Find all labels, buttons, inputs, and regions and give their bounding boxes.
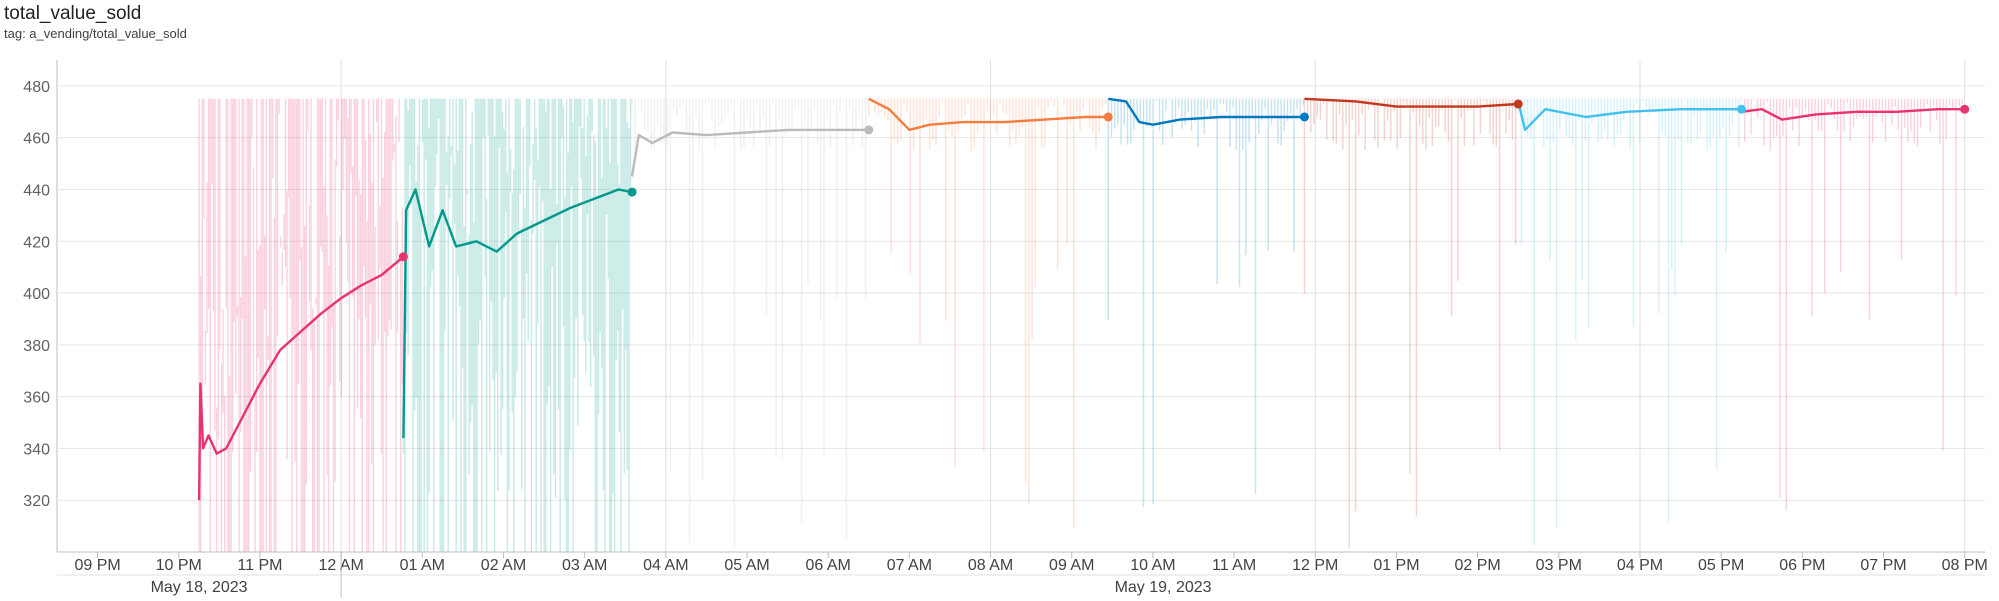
x-tick-label: 11 PM — [237, 557, 282, 574]
series-line-3 — [630, 128, 869, 177]
chart-title: total_value_sold — [4, 3, 142, 24]
x-tick-label: 03 AM — [562, 557, 607, 574]
date-label: May 18, 2023 — [151, 579, 248, 596]
x-tick-label: 02 AM — [481, 557, 526, 574]
x-tick-label: 11 AM — [1212, 557, 1256, 574]
smoothed-series-layer — [197, 97, 1965, 501]
x-tick-label: 12 PM — [1292, 557, 1338, 574]
x-tick-label: 06 PM — [1779, 557, 1825, 574]
x-tick-label: 02 PM — [1455, 557, 1501, 574]
y-tick-label: 480 — [23, 79, 50, 96]
y-tick-label: 340 — [23, 441, 50, 458]
chart-tag: tag: a_vending/total_value_sold — [4, 26, 187, 41]
raw-series-2 — [402, 98, 632, 552]
y-tick-label: 440 — [23, 182, 50, 199]
series-line-1 — [197, 255, 405, 501]
series-line-2 — [402, 188, 633, 439]
x-tick-label: 03 PM — [1536, 557, 1582, 574]
raw-series-8 — [1740, 98, 1963, 511]
y-tick-label: 320 — [23, 493, 50, 510]
raw-series-6 — [1303, 98, 1517, 548]
series-end-dot-6 — [1513, 99, 1523, 109]
raw-series-7 — [1517, 98, 1740, 546]
series-end-dot-7 — [1736, 104, 1746, 114]
date-label: May 19, 2023 — [1115, 579, 1212, 596]
grid — [56, 60, 1985, 552]
series-end-dot-4 — [1103, 112, 1113, 122]
axes: 320 340 360 380 400 420 440 460 480 09 PM 10 PM 11 … — [23, 79, 1988, 597]
series-line-5 — [1108, 97, 1305, 126]
x-tick-label: 07 PM — [1860, 557, 1906, 574]
y-tick-label: 360 — [23, 390, 50, 407]
chart-header: total_value_sold tag: a_vending/total_va… — [4, 2, 187, 42]
series-line-6 — [1304, 97, 1519, 108]
x-tick-label: 07 AM — [887, 557, 932, 574]
series-end-dot-2 — [627, 187, 637, 197]
x-tick-label: 08 AM — [968, 557, 1013, 574]
raw-series-3 — [631, 98, 867, 548]
raw-series-layer — [198, 98, 1963, 552]
raw-series-1 — [198, 98, 403, 552]
raw-series-5 — [1107, 98, 1305, 507]
x-tick-label: 04 AM — [643, 557, 688, 574]
series-line-7 — [1517, 101, 1742, 132]
raw-series-4 — [868, 98, 1107, 528]
series-end-dot-1 — [398, 252, 408, 262]
x-tick-label: 05 PM — [1698, 557, 1744, 574]
y-tick-label: 460 — [23, 131, 50, 148]
series-end-markers — [398, 99, 1970, 262]
series-end-dot-5 — [1299, 112, 1309, 122]
series-end-dot-8 — [1960, 104, 1970, 114]
x-tick-label: 01 AM — [400, 557, 445, 574]
series-line-4 — [868, 97, 1109, 132]
x-tick-label: 10 PM — [156, 557, 202, 574]
x-tick-label: 08 PM — [1942, 557, 1988, 574]
x-tick-label: 06 AM — [806, 557, 851, 574]
x-tick-label: 04 PM — [1617, 557, 1663, 574]
series-end-dot-3 — [864, 125, 874, 135]
series-line-8 — [1741, 108, 1965, 121]
y-tick-label: 400 — [23, 286, 50, 303]
x-tick-label: 01 PM — [1373, 557, 1419, 574]
x-tick-label: 05 AM — [724, 557, 769, 574]
x-tick-label: 10 AM — [1130, 557, 1175, 574]
x-tick-label: 09 AM — [1049, 557, 1094, 574]
y-tick-label: 420 — [23, 234, 50, 251]
x-tick-label: 09 PM — [74, 557, 120, 574]
y-tick-label: 380 — [23, 338, 50, 355]
